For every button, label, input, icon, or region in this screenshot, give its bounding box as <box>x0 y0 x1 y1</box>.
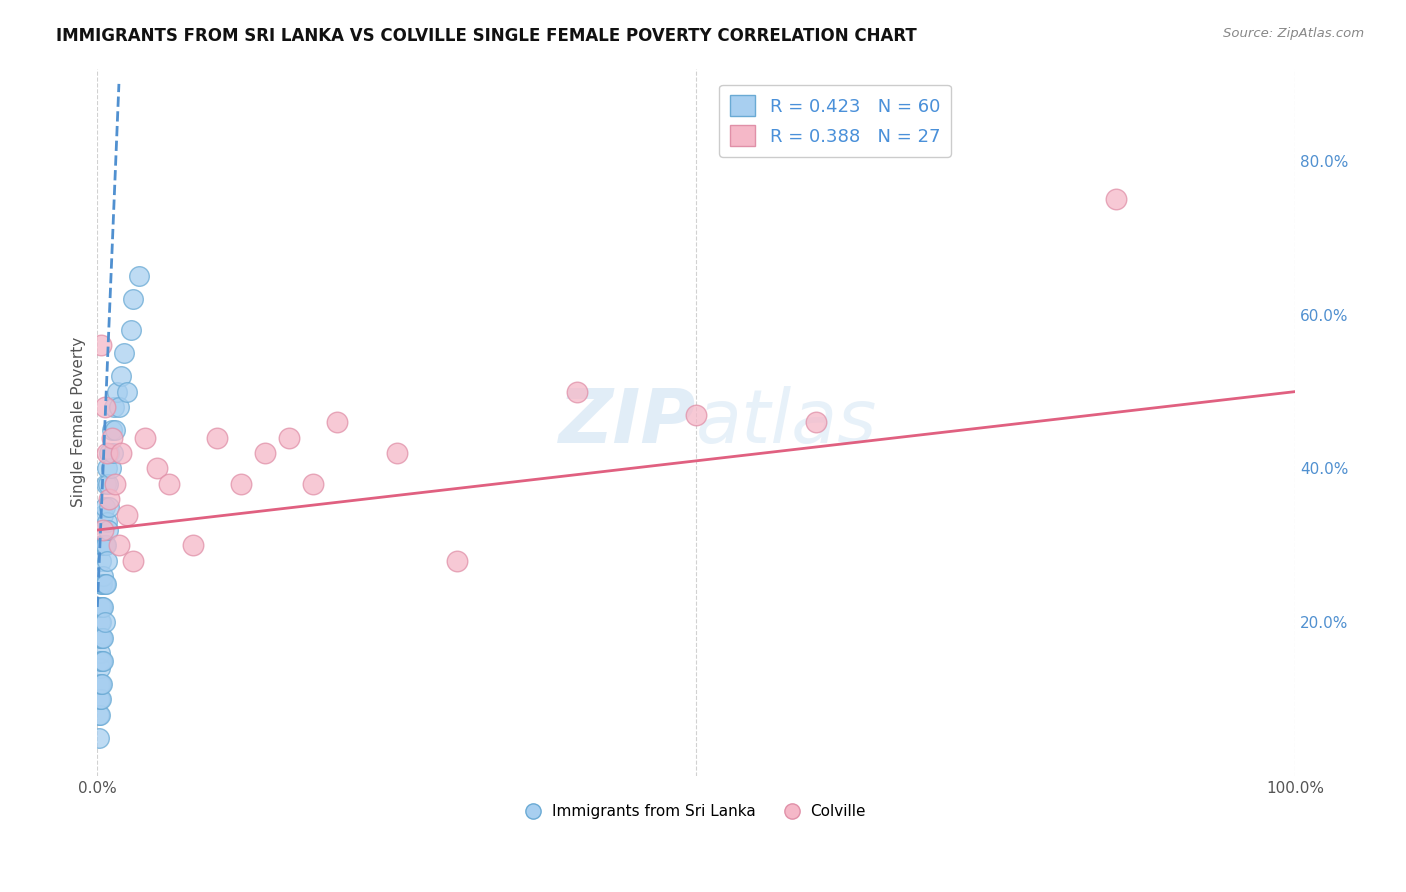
Point <box>112 346 135 360</box>
Point <box>100 461 122 475</box>
Point <box>91 577 114 591</box>
Legend: Immigrants from Sri Lanka, Colville: Immigrants from Sri Lanka, Colville <box>522 798 872 825</box>
Point <box>87 677 110 691</box>
Point <box>93 615 115 630</box>
Point <box>122 293 145 307</box>
Point <box>101 446 124 460</box>
Point <box>105 384 128 399</box>
Point <box>91 631 114 645</box>
Point <box>108 538 131 552</box>
Point <box>89 615 111 630</box>
Y-axis label: Single Female Poverty: Single Female Poverty <box>72 337 86 508</box>
Point <box>90 577 112 591</box>
Point <box>90 654 112 668</box>
Text: atlas: atlas <box>696 386 877 458</box>
Point <box>90 599 112 614</box>
Point <box>93 631 115 645</box>
Point <box>110 369 132 384</box>
Point <box>104 423 127 437</box>
Point <box>90 631 112 645</box>
Point <box>89 661 111 675</box>
Point <box>91 599 114 614</box>
Point <box>446 554 468 568</box>
Point <box>90 615 112 630</box>
Point <box>97 523 120 537</box>
Point <box>97 476 120 491</box>
Point <box>108 400 131 414</box>
Point <box>806 415 828 429</box>
Point <box>96 461 118 475</box>
Point <box>229 476 252 491</box>
Point <box>87 654 110 668</box>
Point <box>93 508 115 522</box>
Point <box>87 692 110 706</box>
Point <box>110 446 132 460</box>
Point <box>90 677 112 691</box>
Point <box>1105 192 1128 206</box>
Point <box>98 500 121 514</box>
Point <box>89 631 111 645</box>
Point <box>94 476 117 491</box>
Point <box>89 646 111 660</box>
Point <box>98 446 121 460</box>
Point <box>89 599 111 614</box>
Point <box>565 384 588 399</box>
Point <box>128 269 150 284</box>
Point <box>89 707 111 722</box>
Point <box>90 338 112 352</box>
Text: Source: ZipAtlas.com: Source: ZipAtlas.com <box>1223 27 1364 40</box>
Point <box>90 692 112 706</box>
Point <box>93 577 115 591</box>
Point <box>134 431 156 445</box>
Point <box>89 677 111 691</box>
Point <box>181 538 204 552</box>
Point <box>100 423 122 437</box>
Point <box>278 431 301 445</box>
Point <box>93 569 115 583</box>
Point <box>93 523 115 537</box>
Point <box>91 677 114 691</box>
Point <box>385 446 408 460</box>
Point <box>117 508 139 522</box>
Point <box>96 554 118 568</box>
Point <box>96 516 118 530</box>
Point <box>146 461 169 475</box>
Point <box>100 431 122 445</box>
Point <box>91 654 114 668</box>
Point <box>93 538 115 552</box>
Point <box>93 538 115 552</box>
Point <box>104 476 127 491</box>
Point <box>254 446 277 460</box>
Point <box>122 554 145 568</box>
Point <box>685 408 707 422</box>
Point <box>103 400 125 414</box>
Point <box>93 400 115 414</box>
Point <box>87 731 110 745</box>
Point <box>94 538 117 552</box>
Text: IMMIGRANTS FROM SRI LANKA VS COLVILLE SINGLE FEMALE POVERTY CORRELATION CHART: IMMIGRANTS FROM SRI LANKA VS COLVILLE SI… <box>56 27 917 45</box>
Point <box>89 692 111 706</box>
Point <box>157 476 180 491</box>
Point <box>90 554 112 568</box>
Point <box>87 707 110 722</box>
Point <box>94 577 117 591</box>
Point <box>93 599 115 614</box>
Point <box>205 431 228 445</box>
Point <box>96 446 118 460</box>
Point <box>98 492 121 507</box>
Point <box>91 538 114 552</box>
Point <box>93 654 115 668</box>
Point <box>93 500 115 514</box>
Point <box>117 384 139 399</box>
Point <box>120 323 142 337</box>
Text: ZIP: ZIP <box>560 386 696 458</box>
Point <box>302 476 325 491</box>
Point <box>326 415 349 429</box>
